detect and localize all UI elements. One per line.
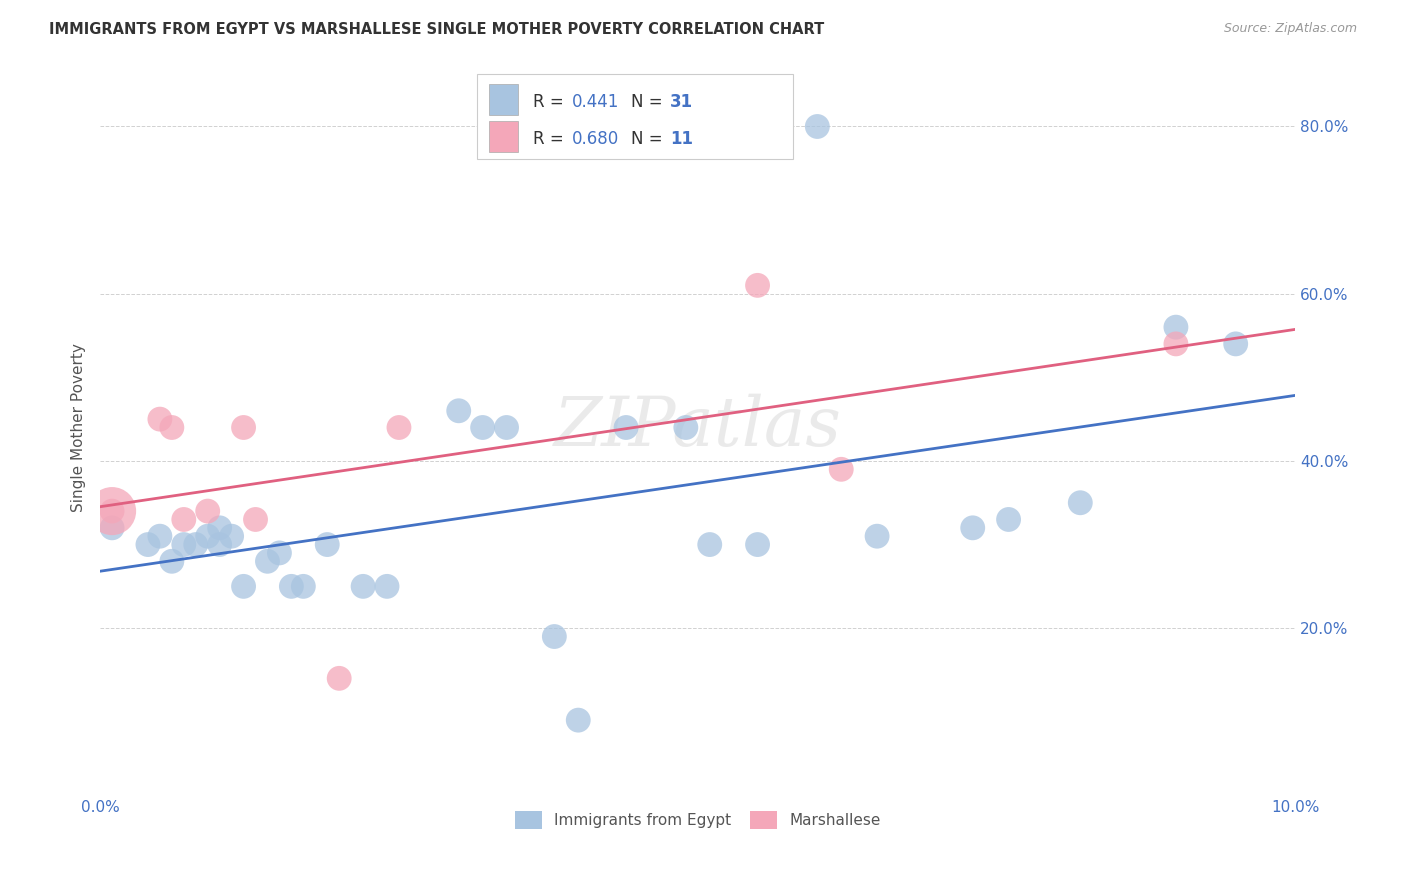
Y-axis label: Single Mother Poverty: Single Mother Poverty — [72, 343, 86, 512]
Point — [149, 529, 172, 543]
Point — [388, 420, 411, 434]
Point — [962, 521, 984, 535]
Point — [160, 420, 183, 434]
Text: R =: R = — [533, 130, 569, 148]
Point — [256, 554, 278, 568]
Point — [352, 579, 374, 593]
Point — [471, 420, 494, 434]
Point — [232, 420, 254, 434]
Point — [830, 462, 852, 476]
Point — [699, 537, 721, 551]
Point — [747, 537, 769, 551]
Point — [675, 420, 697, 434]
Point — [101, 521, 124, 535]
Text: 31: 31 — [671, 94, 693, 112]
Point — [232, 579, 254, 593]
FancyBboxPatch shape — [489, 84, 519, 115]
FancyBboxPatch shape — [477, 74, 793, 159]
Text: 0.441: 0.441 — [572, 94, 620, 112]
Point — [316, 537, 339, 551]
Text: ZIPatlas: ZIPatlas — [554, 394, 842, 461]
Point — [866, 529, 889, 543]
Point — [280, 579, 302, 593]
Point — [208, 521, 231, 535]
Point — [149, 412, 172, 426]
Text: R =: R = — [533, 94, 569, 112]
FancyBboxPatch shape — [489, 120, 519, 152]
Point — [221, 529, 243, 543]
Point — [101, 504, 124, 518]
Point — [375, 579, 398, 593]
Point — [1069, 496, 1091, 510]
Text: N =: N = — [631, 94, 668, 112]
Point — [1164, 320, 1187, 334]
Point — [208, 537, 231, 551]
Point — [328, 671, 350, 685]
Point — [197, 504, 219, 518]
Text: N =: N = — [631, 130, 668, 148]
Point — [747, 278, 769, 293]
Point — [197, 529, 219, 543]
Point — [806, 120, 828, 134]
Point — [567, 713, 589, 727]
Point — [173, 537, 195, 551]
Point — [997, 512, 1019, 526]
Point — [101, 504, 124, 518]
Point — [136, 537, 159, 551]
Point — [245, 512, 267, 526]
Legend: Immigrants from Egypt, Marshallese: Immigrants from Egypt, Marshallese — [509, 805, 887, 836]
Point — [543, 630, 565, 644]
Point — [184, 537, 207, 551]
Point — [1164, 337, 1187, 351]
Point — [614, 420, 637, 434]
Text: 11: 11 — [671, 130, 693, 148]
Text: 0.680: 0.680 — [572, 130, 620, 148]
Point — [160, 554, 183, 568]
Text: IMMIGRANTS FROM EGYPT VS MARSHALLESE SINGLE MOTHER POVERTY CORRELATION CHART: IMMIGRANTS FROM EGYPT VS MARSHALLESE SIN… — [49, 22, 824, 37]
Point — [495, 420, 517, 434]
Text: Source: ZipAtlas.com: Source: ZipAtlas.com — [1223, 22, 1357, 36]
Point — [269, 546, 291, 560]
Point — [1225, 337, 1247, 351]
Point — [173, 512, 195, 526]
Point — [292, 579, 315, 593]
Point — [447, 404, 470, 418]
